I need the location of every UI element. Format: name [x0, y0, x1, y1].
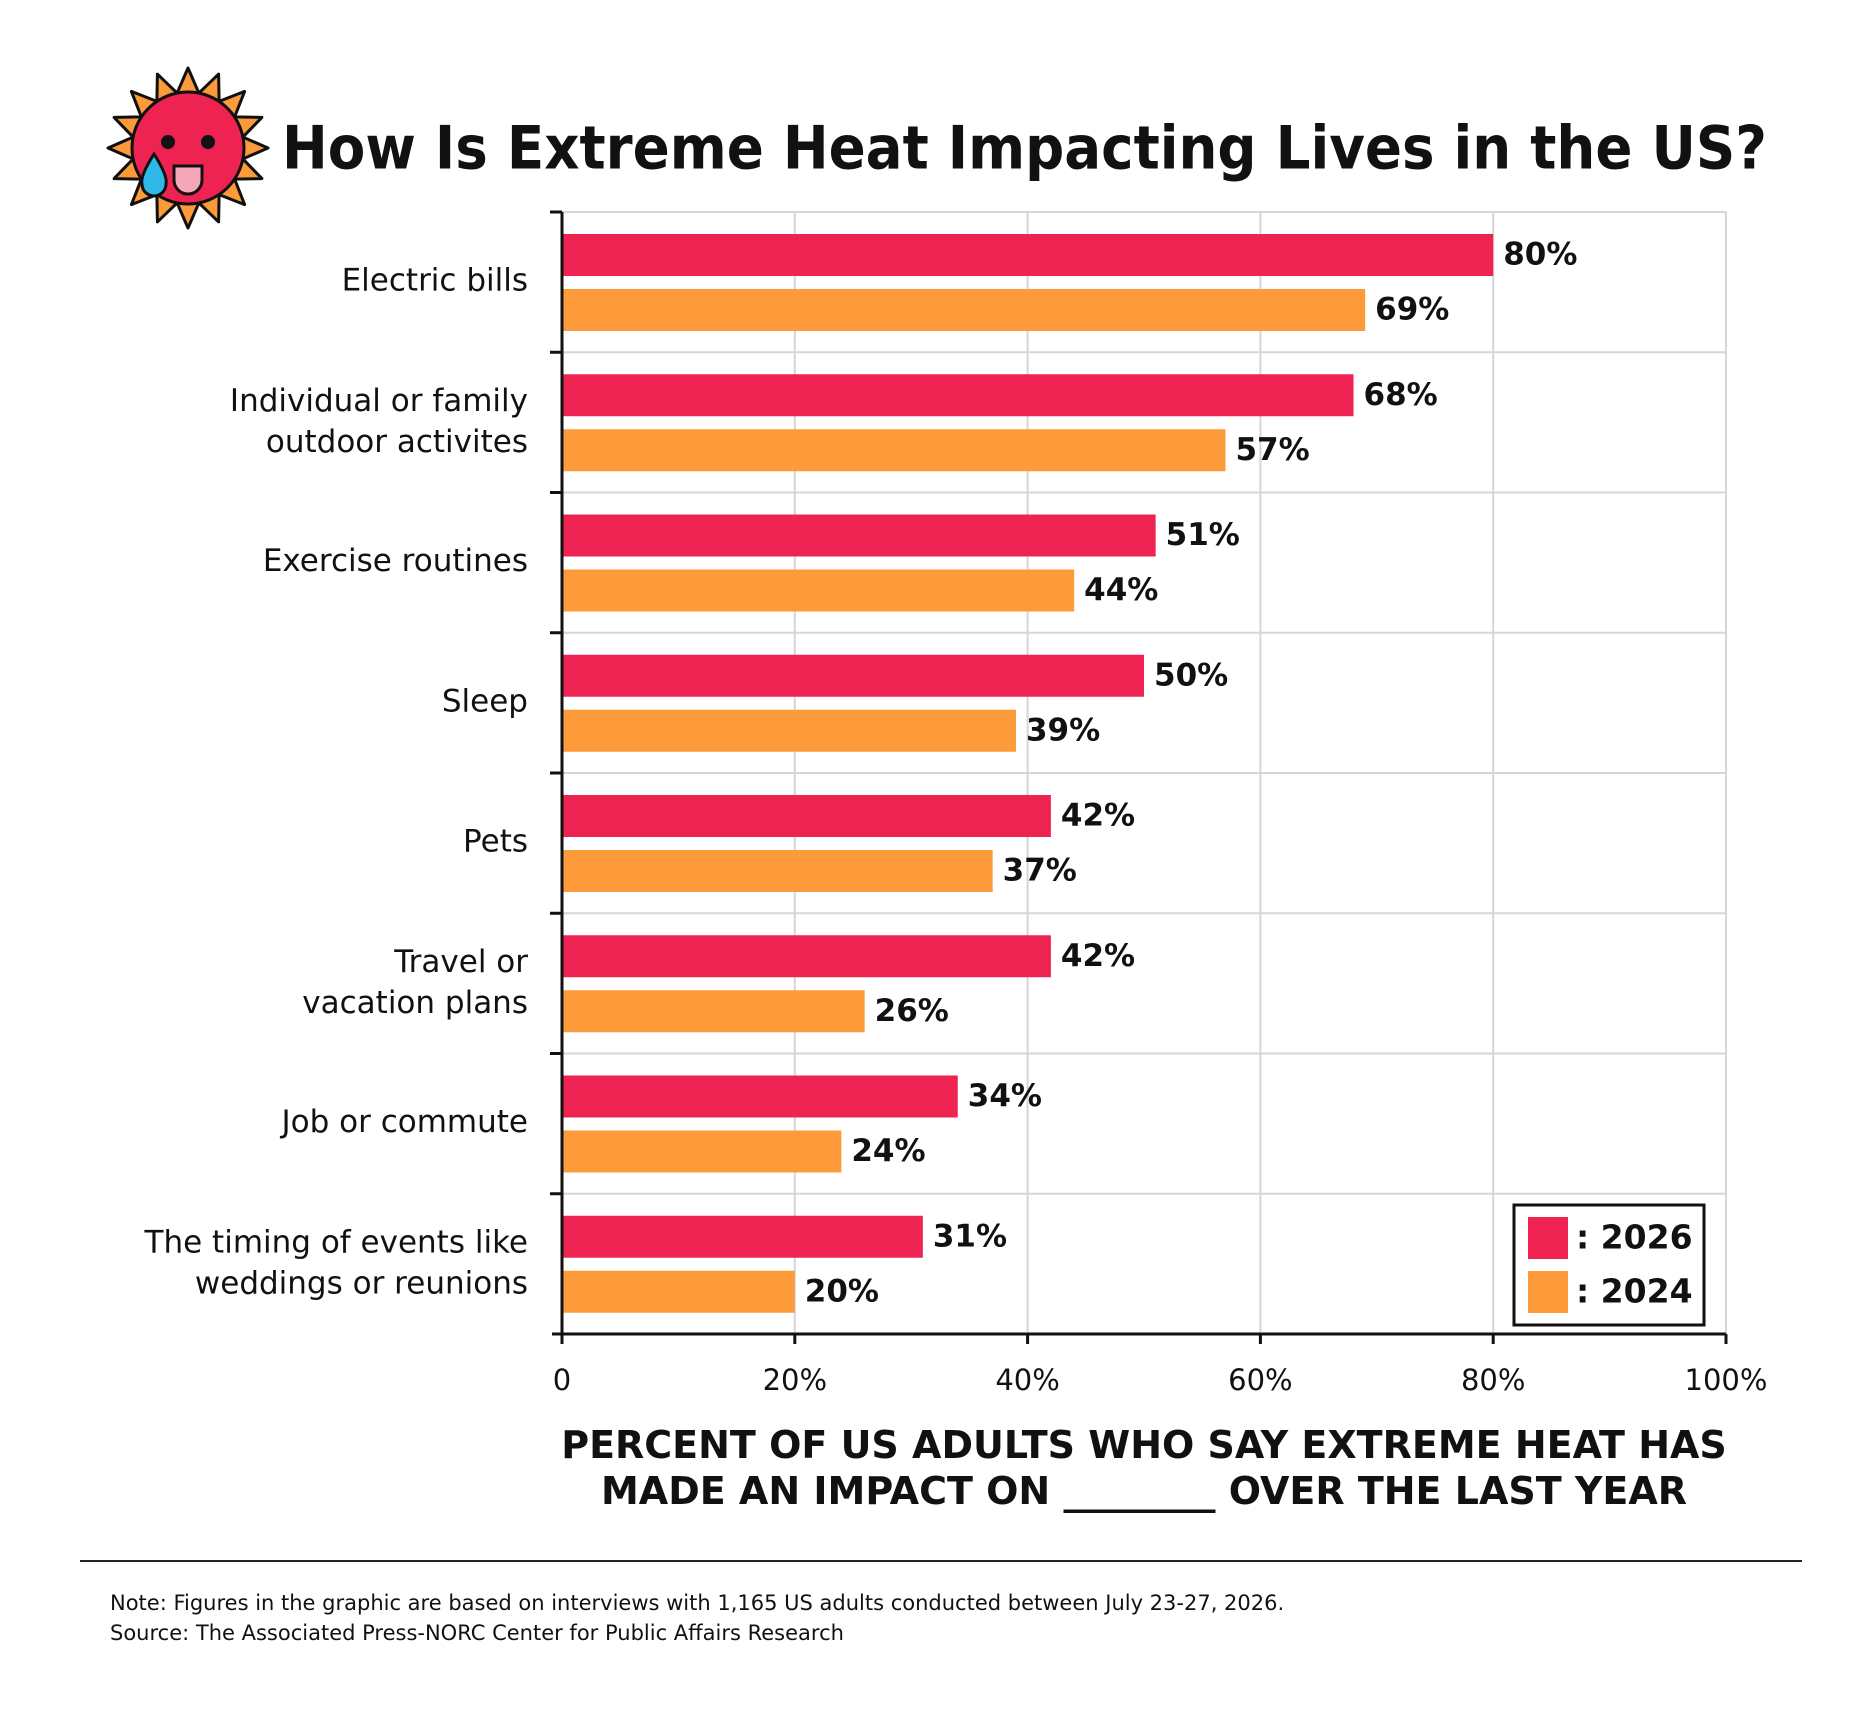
value-label: 42%: [1061, 938, 1135, 974]
bar: [562, 990, 865, 1033]
legend-swatch: [1528, 1271, 1568, 1313]
x-tick-label: 0: [553, 1363, 571, 1397]
x-tick-label: 40%: [995, 1363, 1059, 1397]
value-label: 37%: [1003, 853, 1077, 889]
bar: [562, 1270, 795, 1313]
value-label: 42%: [1061, 798, 1135, 834]
bar: [562, 654, 1144, 697]
bar: [562, 1130, 842, 1173]
y-tick-label: Pets: [463, 824, 528, 860]
y-tick-label: Electric bills: [342, 263, 528, 299]
value-label: 80%: [1503, 237, 1577, 273]
value-label: 69%: [1375, 292, 1449, 328]
bar: [562, 709, 1016, 752]
sun-eye: [201, 135, 215, 149]
bar: [562, 289, 1366, 331]
x-tick-label: 60%: [1228, 1363, 1292, 1397]
value-label: 50%: [1154, 657, 1228, 693]
bar: [562, 1075, 958, 1118]
value-label: 68%: [1364, 377, 1438, 413]
sun-drop: [140, 151, 168, 198]
note: Note: Figures in the graphic are based o…: [110, 1591, 1284, 1615]
legend-label: : 2026: [1576, 1218, 1693, 1257]
bar: [562, 795, 1051, 837]
bar: [562, 374, 1354, 417]
value-label: 34%: [968, 1078, 1042, 1114]
y-tick-label: Travel or vacation plans: [302, 943, 528, 1020]
source: Source: The Associated Press-NORC Center…: [110, 1621, 844, 1645]
legend-label: : 2024: [1576, 1272, 1693, 1311]
x-tick-label: 20%: [763, 1363, 827, 1397]
y-tick-label: Exercise routines: [263, 543, 528, 579]
bar: [562, 569, 1075, 612]
value-label: 24%: [851, 1133, 925, 1169]
bar: [562, 514, 1156, 557]
value-label: 20%: [805, 1273, 879, 1309]
value-label: 26%: [875, 993, 949, 1029]
sun-eye: [161, 135, 175, 149]
sun-icon: [106, 66, 270, 230]
sun-tongue: [172, 164, 204, 196]
bar: [562, 234, 1494, 276]
legend-swatch: [1528, 1217, 1568, 1259]
y-tick-label: The timing of events like weddings or reu…: [144, 1224, 528, 1301]
value-label: 39%: [1026, 712, 1100, 748]
y-tick-label: Job or commute: [280, 1104, 529, 1140]
bar: [562, 850, 993, 892]
value-label: 51%: [1166, 517, 1240, 553]
value-label: 44%: [1084, 572, 1158, 608]
x-tick-label: 80%: [1461, 1363, 1525, 1397]
x-tick-label: 100%: [1685, 1363, 1768, 1397]
bar: [562, 935, 1051, 978]
y-tick-label: Individual or family outdoor activites: [230, 382, 528, 459]
value-label: 57%: [1235, 432, 1309, 468]
chart-title: How Is Extreme Heat Impacting Lives in t…: [282, 114, 1767, 184]
bar: [562, 1215, 923, 1258]
value-label: 31%: [933, 1218, 1007, 1254]
y-tick-label: Sleep: [442, 683, 528, 719]
x-axis-title: PERCENT OF US ADULTS WHO SAY EXTREME HEA…: [561, 1423, 1727, 1513]
bar: [562, 429, 1226, 472]
